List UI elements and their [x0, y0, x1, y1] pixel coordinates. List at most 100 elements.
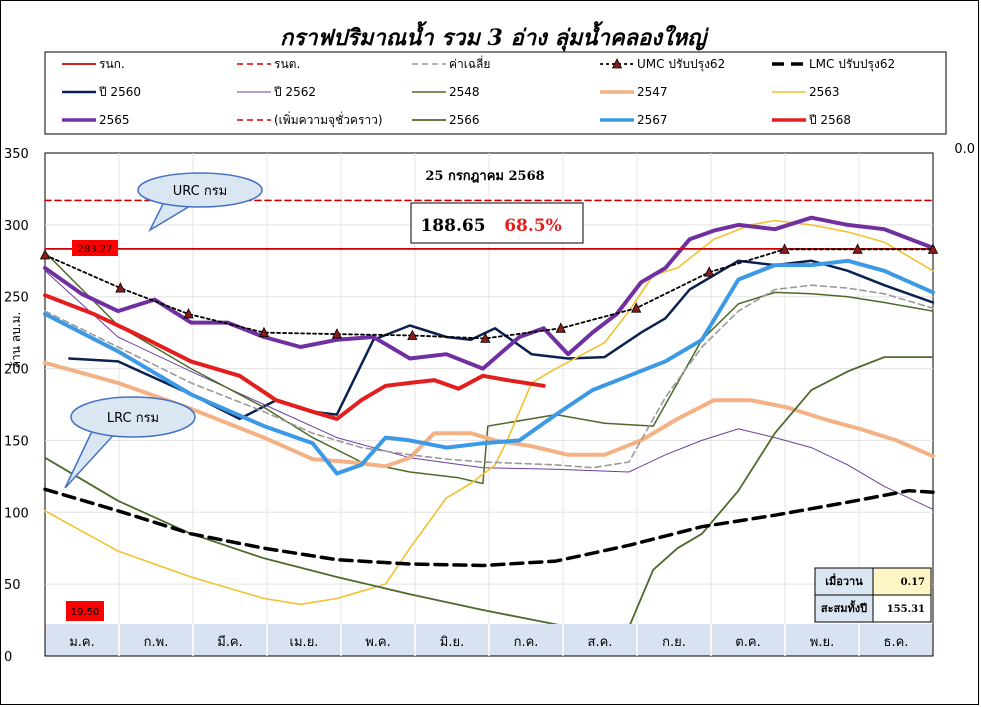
legend-label-1: รนต.: [274, 57, 300, 71]
info-box: เมื่อวาน 0.17 สะสมทั้งปี 155.31: [814, 567, 932, 623]
info-value-0: 0.17: [901, 577, 925, 588]
max-level-value: 283.27: [78, 244, 113, 255]
umc-marker-11: [852, 243, 863, 254]
legend-item-9: 2563: [772, 85, 840, 99]
urc-callout-bubble: [137, 172, 263, 208]
legend: รนก. รนต. ค่าเฉลี่ย UMC ปรับปรุง62 LMC ปรับป…: [62, 55, 895, 128]
umc-marker-6: [480, 332, 491, 343]
info-value-cell-0: [872, 567, 932, 596]
chart-title: กราฟปริมาณน้ำ รวม 3 อ่าง ลุ่มน้ำคลองใหญ่: [280, 21, 709, 52]
legend-label-6: ปี 2562: [273, 85, 316, 99]
series-line-14: [43, 293, 546, 421]
month-label-11: ธ.ค.: [884, 635, 909, 650]
y-tick-0: 0: [4, 650, 12, 665]
legend-item-10: 2565: [62, 113, 130, 127]
y-axis: 0 50 100 150 200 250 300 350: [4, 147, 29, 665]
y-axis-label: ล้าน ลบ.ม.: [9, 312, 23, 369]
y-tick-2: 100: [4, 506, 29, 521]
series-line-6: [44, 270, 934, 510]
legend-label-13: 2567: [637, 113, 668, 127]
lrc-callout-text: LRC กรม: [107, 411, 159, 426]
legend-item-2: ค่าเฉลี่ย: [412, 55, 490, 71]
legend-label-14: ปี 2568: [808, 113, 851, 127]
month-label-3: เม.ย.: [290, 635, 319, 650]
info-value-1: 155.31: [887, 604, 925, 615]
umc-marker-10: [779, 243, 790, 254]
legend-item-13: 2567: [600, 113, 668, 127]
legend-label-12: 2566: [449, 113, 480, 127]
series-layer: [39, 199, 939, 633]
month-label-5: มิ.ย.: [440, 635, 464, 650]
current-value-frame: [410, 202, 584, 244]
umc-marker-0: [39, 249, 51, 260]
legend-item-0: รนก.: [62, 57, 125, 71]
legend-item-14: ปี 2568: [772, 113, 851, 127]
series-line-2: [44, 284, 934, 469]
series-line-4: [43, 487, 935, 568]
current-percent: 68.5%: [504, 216, 562, 236]
legend-label-10: 2565: [99, 113, 130, 127]
lrc-callout: LRC กรม: [64, 396, 196, 489]
legend-item-5: ปี 2560: [62, 85, 141, 99]
month-label-2: มี.ค.: [217, 634, 243, 650]
legend-item-7: 2548: [412, 85, 480, 99]
umc-marker-3: [258, 326, 270, 338]
umc-marker-5: [407, 329, 418, 340]
y-tick-1: 50: [4, 578, 21, 593]
month-label-10: พ.ย.: [810, 635, 834, 650]
legend-label-9: 2563: [809, 85, 840, 99]
month-label-0: ม.ค.: [69, 635, 95, 650]
month-axis: ม.ค. ก.พ. มี.ค. เม.ย. พ.ค. มิ.ย. ก.ค. ส.ค. ก.ย. ต…: [45, 624, 933, 656]
legend-marker-3: [611, 58, 623, 69]
info-label-1: สะสมทั้งปี: [821, 600, 867, 615]
series-line-7: [44, 251, 934, 485]
y-tick-5: 250: [4, 291, 29, 306]
umc-marker-8: [631, 302, 642, 313]
month-label-9: ต.ค.: [735, 635, 760, 650]
month-label-1: ก.พ.: [144, 635, 169, 650]
current-volume: 188.65: [420, 216, 485, 236]
current-value-box: 188.65 68.5%: [410, 202, 584, 244]
legend-item-8: 2547: [600, 85, 668, 99]
month-label-7: ส.ค.: [588, 635, 613, 650]
legend-item-1: รนต.: [237, 57, 300, 71]
legend-label-8: 2547: [637, 85, 668, 99]
legend-item-4: LMC ปรับปรุง62: [772, 57, 895, 72]
legend-label-11: (เพิ่มความจุชั่วคราว): [274, 111, 383, 128]
legend-label-0: รนก.: [99, 57, 125, 71]
y-tick-3: 150: [4, 434, 29, 449]
umc-marker-12: [927, 243, 939, 254]
legend-item-3: UMC ปรับปรุง62: [600, 57, 725, 72]
min-level-value: 19.50: [71, 607, 100, 618]
max-level-tag: 283.27: [72, 240, 118, 256]
month-label-8: ก.ย.: [662, 635, 686, 650]
min-level-tag: 19.50: [66, 601, 104, 621]
grid: [45, 153, 933, 624]
y-tick-4: 200: [4, 363, 29, 378]
umc-marker-1: [115, 282, 126, 293]
lrc-callout-bubble: [70, 396, 196, 438]
info-label-0: เมื่อวาน: [825, 573, 863, 588]
info-label-cell-1: [814, 594, 874, 623]
y-tick-6: 300: [4, 219, 29, 234]
legend-label-5: ปี 2560: [98, 85, 141, 99]
legend-label-7: 2548: [449, 85, 480, 99]
legend-item-11: (เพิ่มความจุชั่วคราว): [237, 111, 383, 128]
series-line-9: [44, 219, 934, 606]
info-value-cell-1: [872, 594, 932, 623]
date-label: 25 กรกฎาคม 2568: [425, 169, 544, 184]
month-label-6: ก.ค.: [514, 635, 539, 650]
umc-marker-4: [331, 328, 343, 339]
legend-item-6: ปี 2562: [237, 85, 316, 99]
urc-callout-text: URC กรม: [173, 184, 228, 199]
umc-marker-9: [704, 266, 715, 277]
max-level-box: [72, 240, 118, 256]
min-level-box: [66, 601, 104, 621]
umc-marker-7: [555, 322, 566, 333]
series-line-13: [43, 258, 935, 476]
month-label-4: พ.ค.: [365, 635, 391, 650]
umc-marker-2: [183, 308, 194, 319]
secondary-axis-label: 0.0: [954, 142, 975, 157]
